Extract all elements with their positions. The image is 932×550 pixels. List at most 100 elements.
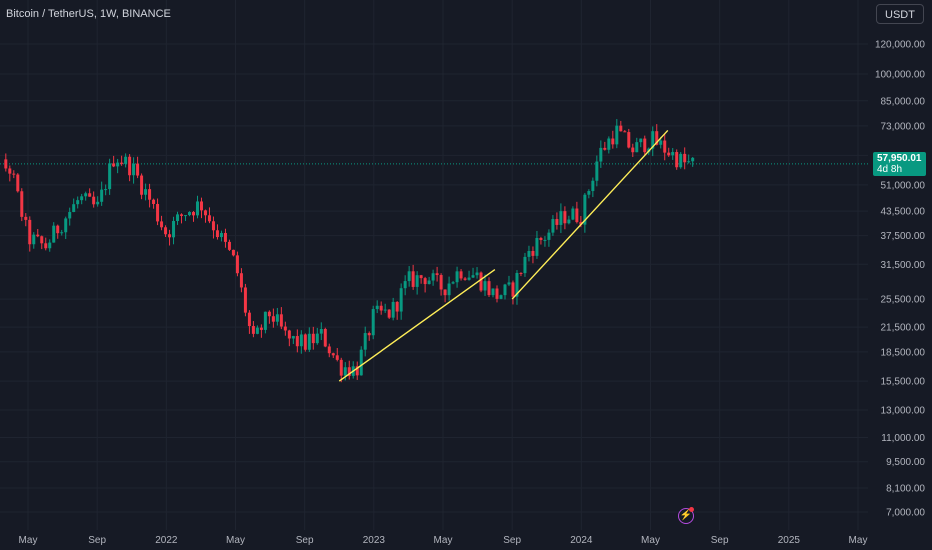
candle-body <box>447 283 451 296</box>
candle-body <box>64 218 68 233</box>
price-tick-label: 73,000.00 <box>881 121 926 132</box>
time-tick-label: 2024 <box>570 535 593 546</box>
time-tick-label: May <box>641 535 660 546</box>
price-tick-label: 15,500.00 <box>881 377 926 388</box>
candle-body <box>595 161 599 181</box>
symbol-title[interactable]: Bitcoin / TetherUS, 1W, BINANCE <box>6 8 171 20</box>
candle-body <box>427 280 431 285</box>
candle-body <box>243 287 247 313</box>
candle-body <box>611 138 615 145</box>
time-axis[interactable]: May Sep 2022 May Sep 2023 May Sep 2024 May Sep 2025… <box>19 535 868 546</box>
candle-body <box>659 140 663 145</box>
candle-body <box>491 288 495 296</box>
lightning-icon[interactable]: ⚡ <box>678 508 694 524</box>
candle-body <box>623 131 627 133</box>
candle-body <box>44 243 48 249</box>
candle-body <box>687 161 691 163</box>
candle-body <box>679 153 683 168</box>
candle-body <box>219 233 223 238</box>
currency-button[interactable]: USDT <box>876 4 924 24</box>
candle-body <box>323 328 327 347</box>
candle-body <box>403 281 407 289</box>
candle-body <box>431 273 435 281</box>
candle-body <box>24 216 28 220</box>
price-axis[interactable]: 120,000.00100,000.0085,000.0073,000.0061… <box>875 40 925 519</box>
candle-body <box>571 208 575 220</box>
last-price-value: 57,950.01 <box>877 152 922 164</box>
candle-body <box>503 284 507 296</box>
time-tick-label: May <box>849 535 868 546</box>
candle-body <box>164 227 168 235</box>
candle-body <box>671 152 675 156</box>
candle-body <box>511 282 515 297</box>
candle-body <box>407 271 411 282</box>
candle-body <box>120 162 124 164</box>
candle-body <box>443 289 447 296</box>
candle-body <box>56 225 60 234</box>
candle-body <box>148 189 152 200</box>
candle-body <box>423 278 427 285</box>
candle-body <box>507 282 511 285</box>
candle-body <box>607 138 611 150</box>
price-tick-label: 21,500.00 <box>881 323 926 334</box>
candle-body <box>667 152 671 156</box>
chart-grid <box>0 0 868 530</box>
trendline[interactable] <box>511 129 669 300</box>
candle-body <box>683 153 687 163</box>
candle-body <box>387 309 391 318</box>
candle-body <box>579 222 583 225</box>
price-tick-label: 13,000.00 <box>881 406 926 417</box>
time-tick-label: Sep <box>711 535 729 546</box>
candle-body <box>140 175 144 195</box>
trendline[interactable] <box>338 269 496 382</box>
candle-body <box>411 271 415 287</box>
candle-body <box>96 201 100 205</box>
price-tick-label: 31,500.00 <box>881 260 926 271</box>
candle-body <box>291 336 295 339</box>
candle-body <box>68 212 72 219</box>
price-tick-label: 85,000.00 <box>881 96 926 107</box>
price-tick-label: 8,100.00 <box>886 483 925 494</box>
candle-body <box>28 219 32 245</box>
price-tick-label: 18,500.00 <box>881 347 926 358</box>
candle-body <box>551 219 555 233</box>
candle-body <box>192 212 196 216</box>
candle-body <box>499 295 503 299</box>
candle-body <box>583 194 587 225</box>
candle-body <box>375 305 379 310</box>
candle-body <box>295 336 299 347</box>
candle-body <box>515 272 519 297</box>
candle-body <box>543 239 547 241</box>
candle-body <box>455 271 459 283</box>
candle-body <box>615 125 619 145</box>
candle-body <box>463 278 467 280</box>
candle-body <box>591 180 595 192</box>
trendlines-group[interactable] <box>338 129 669 382</box>
price-tick-label: 120,000.00 <box>875 40 925 51</box>
candle-body <box>211 221 215 231</box>
candle-body <box>643 138 647 153</box>
last-price-tag: 57,950.01 4d 8h <box>873 151 926 176</box>
candle-body <box>199 201 203 211</box>
candle-body <box>108 163 112 190</box>
candle-body <box>84 193 88 197</box>
candle-body <box>435 273 439 276</box>
candle-body <box>347 367 351 376</box>
candle-body <box>587 191 591 195</box>
candle-body <box>112 163 116 167</box>
candle-body <box>152 199 156 204</box>
candle-body <box>419 275 423 279</box>
candle-body <box>635 142 639 153</box>
candle-body <box>156 203 160 222</box>
candle-body <box>180 214 184 216</box>
candle-body <box>299 334 303 347</box>
candle-body <box>168 234 172 238</box>
candle-body <box>275 314 279 322</box>
candle-body <box>92 196 96 205</box>
candle-body <box>172 220 176 238</box>
candle-body <box>547 232 551 240</box>
candle-body <box>487 281 491 296</box>
price-tick-label: 9,500.00 <box>886 457 925 468</box>
time-tick-label: 2025 <box>778 535 801 546</box>
